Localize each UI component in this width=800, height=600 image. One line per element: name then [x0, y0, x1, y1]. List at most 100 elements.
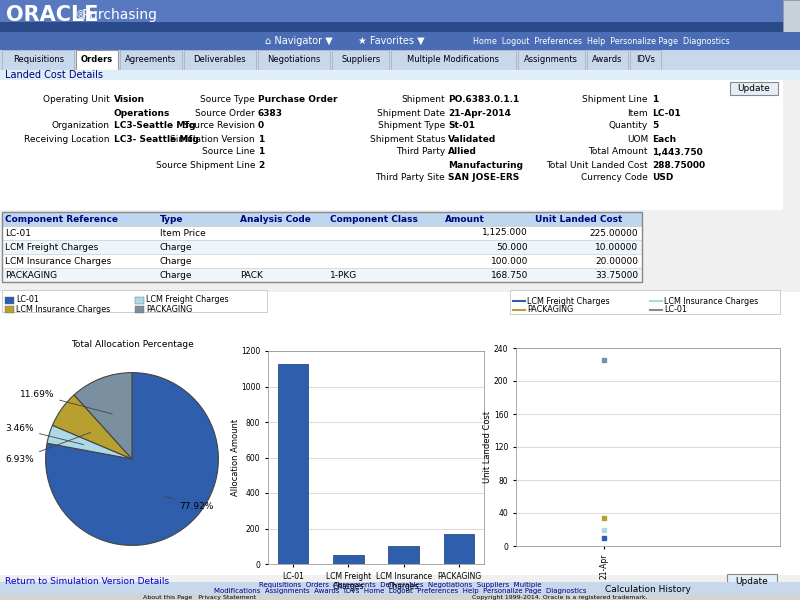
Text: Source Line: Source Line: [202, 148, 255, 157]
Text: 288.75000: 288.75000: [652, 160, 705, 169]
Text: Shipment Type: Shipment Type: [378, 121, 445, 130]
Text: Item: Item: [627, 109, 648, 118]
Text: Purchasing: Purchasing: [82, 8, 158, 22]
Text: Type: Type: [160, 214, 183, 223]
Text: Quantity: Quantity: [609, 121, 648, 130]
Text: PACK: PACK: [240, 271, 263, 280]
Text: LC-01: LC-01: [5, 229, 31, 238]
Text: LCM Freight Charges: LCM Freight Charges: [146, 295, 229, 304]
Bar: [0, 0, 800, 26]
Text: Return to Simulation Version Details: Return to Simulation Version Details: [5, 577, 169, 587]
Text: Total Amount: Total Amount: [589, 148, 648, 157]
Text: 33.75000: 33.75000: [595, 271, 638, 280]
Text: LCM Insurance Charges: LCM Insurance Charges: [664, 296, 758, 305]
Text: 3.46%: 3.46%: [6, 424, 84, 445]
Bar: [0, 582, 800, 594]
Bar: [0, 0, 800, 32]
Bar: [0, 70, 800, 80]
Wedge shape: [53, 395, 132, 459]
Bar: [135, 297, 144, 304]
Text: 50.000: 50.000: [496, 242, 528, 251]
Text: Analysis Code: Analysis Code: [240, 214, 311, 223]
Wedge shape: [74, 373, 132, 459]
Text: 2: 2: [258, 160, 264, 169]
Text: Landed Cost Details: Landed Cost Details: [5, 70, 103, 80]
Text: Charge: Charge: [160, 257, 193, 265]
Bar: [0, 22, 800, 32]
Bar: [0, 594, 800, 600]
Text: LCM Insurance Charges: LCM Insurance Charges: [5, 257, 111, 265]
Text: Shipment: Shipment: [402, 95, 445, 104]
Text: Organization: Organization: [52, 121, 110, 130]
Text: 6.93%: 6.93%: [6, 433, 90, 463]
Y-axis label: Unit Landed Cost: Unit Landed Cost: [483, 411, 493, 483]
Text: Currency Code: Currency Code: [581, 173, 648, 182]
Text: Shipment Line: Shipment Line: [582, 95, 648, 104]
Text: SAN JOSE-ERS: SAN JOSE-ERS: [448, 173, 519, 182]
Text: 6383: 6383: [258, 109, 283, 118]
Text: Source Type: Source Type: [200, 95, 255, 104]
Text: PACKAGING: PACKAGING: [5, 271, 57, 280]
Bar: [2, 50, 74, 70]
Text: 100.000: 100.000: [490, 257, 528, 265]
Text: 5: 5: [652, 121, 658, 130]
Text: ®: ®: [76, 10, 86, 20]
Text: Total Unit Landed Cost: Total Unit Landed Cost: [546, 160, 648, 169]
Text: Each: Each: [652, 134, 676, 143]
Text: Shipment Date: Shipment Date: [377, 109, 445, 118]
Text: Operating Unit: Operating Unit: [43, 95, 110, 104]
Text: ORACLE: ORACLE: [6, 5, 98, 25]
Text: Requisitions: Requisitions: [13, 55, 64, 64]
Bar: [518, 50, 585, 70]
Wedge shape: [47, 425, 132, 459]
Text: 1,443.750: 1,443.750: [652, 148, 702, 157]
Text: PACKAGING: PACKAGING: [146, 304, 192, 313]
Bar: [730, 82, 778, 95]
Text: Multiple Modifications: Multiple Modifications: [407, 55, 499, 64]
Bar: [2, 240, 642, 254]
Bar: [333, 555, 363, 564]
Text: Update: Update: [738, 84, 770, 93]
Text: ⌂ Navigator ▼: ⌂ Navigator ▼: [265, 36, 333, 46]
Text: Allied: Allied: [448, 148, 477, 157]
Bar: [783, 0, 800, 32]
Text: LCM Freight Charges: LCM Freight Charges: [527, 296, 610, 305]
Text: PACKAGING: PACKAGING: [527, 305, 574, 314]
Text: LC3-Seattle Mfg: LC3-Seattle Mfg: [114, 121, 196, 130]
Bar: [391, 50, 516, 70]
Bar: [5, 297, 14, 304]
Text: 1-PKG: 1-PKG: [330, 271, 358, 280]
Text: Simulation Version: Simulation Version: [170, 134, 255, 143]
Text: ★ Favorites ▼: ★ Favorites ▼: [358, 36, 425, 46]
Text: Manufacturing: Manufacturing: [448, 160, 523, 169]
Text: Source Order: Source Order: [195, 109, 255, 118]
Text: LCM Insurance Charges: LCM Insurance Charges: [16, 304, 110, 313]
Text: LC-01: LC-01: [652, 109, 681, 118]
Text: Update: Update: [736, 577, 768, 586]
Text: LC-01: LC-01: [664, 305, 687, 314]
Bar: [2, 226, 642, 240]
Text: Requisitions  Orders  Agreements  Deliverables  Negotiations  Suppliers  Multipl: Requisitions Orders Agreements Deliverab…: [214, 581, 586, 595]
Text: Assignments: Assignments: [524, 55, 578, 64]
Text: Charge: Charge: [160, 271, 193, 280]
Text: LCM Freight Charges: LCM Freight Charges: [5, 242, 98, 251]
Text: Amount: Amount: [445, 214, 485, 223]
Bar: [2, 212, 642, 226]
Title: Total Allocation Percentage: Total Allocation Percentage: [70, 340, 194, 349]
Bar: [587, 50, 628, 70]
Text: Suppliers: Suppliers: [341, 55, 381, 64]
Bar: [630, 50, 661, 70]
Bar: [510, 290, 780, 314]
Text: 1: 1: [258, 148, 264, 157]
Text: Component Reference: Component Reference: [5, 214, 118, 223]
Text: 20.00000: 20.00000: [595, 257, 638, 265]
Bar: [278, 364, 308, 564]
Text: Deliverables: Deliverables: [194, 55, 246, 64]
Text: Component Class: Component Class: [330, 214, 418, 223]
Text: 168.750: 168.750: [490, 271, 528, 280]
Text: 21-Apr-2014: 21-Apr-2014: [448, 109, 511, 118]
Bar: [120, 50, 182, 70]
Text: 11.69%: 11.69%: [20, 390, 112, 414]
Bar: [184, 50, 256, 70]
Text: Source Shipment Line: Source Shipment Line: [155, 160, 255, 169]
